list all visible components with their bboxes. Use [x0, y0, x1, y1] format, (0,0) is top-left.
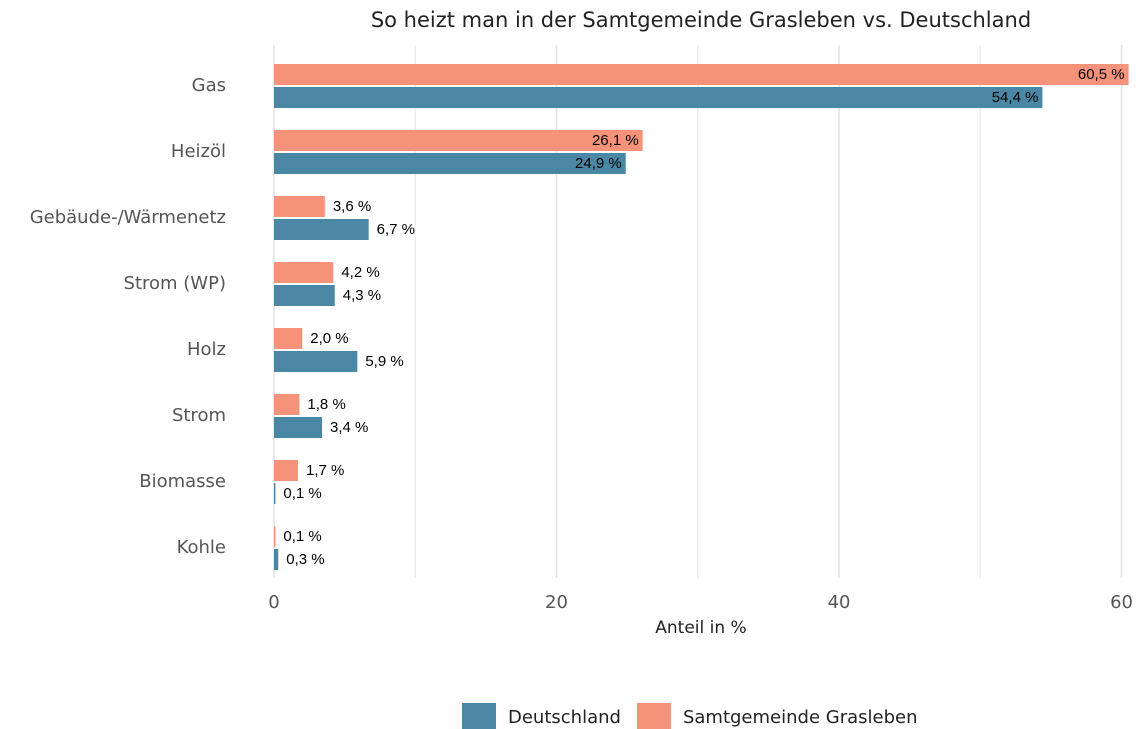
value-label: 26,1 % [592, 132, 639, 149]
value-label: 4,3 % [343, 287, 381, 304]
legend-swatch [636, 703, 671, 729]
value-label: 24,9 % [575, 155, 622, 172]
y-tick-label: Gebäude-/Wärmenetz [30, 207, 226, 228]
y-tick-label: Strom [172, 405, 226, 426]
bar [274, 394, 300, 415]
bar [274, 285, 335, 306]
value-label: 1,8 % [307, 396, 345, 413]
y-tick-label: Strom (WP) [124, 273, 226, 294]
bar [274, 328, 303, 349]
bar [274, 526, 276, 547]
x-tick-label: 60 [1110, 592, 1133, 613]
bar [274, 351, 358, 372]
value-label: 0,1 % [283, 528, 321, 545]
x-tick-label: 0 [268, 592, 279, 613]
legend-label: Samtgemeinde Grasleben [683, 707, 918, 728]
y-tick-label: Biomasse [139, 471, 226, 492]
x-tick-label: 40 [828, 592, 851, 613]
y-tick-label: Gas [192, 75, 226, 96]
y-tick-label: Heizöl [171, 141, 226, 162]
value-label: 5,9 % [365, 353, 403, 370]
bar [274, 64, 1129, 85]
value-label: 1,7 % [306, 462, 344, 479]
bar [274, 549, 279, 570]
value-label: 3,4 % [330, 419, 368, 436]
bar [274, 196, 325, 217]
bar [274, 87, 1043, 108]
chart-title: So heizt man in der Samtgemeinde Grasleb… [371, 8, 1031, 32]
bar [274, 262, 334, 283]
value-label: 4,2 % [341, 264, 379, 281]
value-label: 6,7 % [377, 221, 415, 238]
y-tick-label: Holz [187, 339, 226, 360]
bar [274, 153, 626, 174]
bar [274, 130, 643, 151]
value-label: 0,3 % [286, 551, 324, 568]
bar [274, 460, 299, 481]
bar [274, 219, 369, 240]
y-tick-label: Kohle [177, 537, 226, 558]
value-label: 54,4 % [992, 89, 1039, 106]
value-label: 2,0 % [310, 330, 348, 347]
legend-label: Deutschland [508, 707, 621, 728]
value-label: 60,5 % [1078, 66, 1125, 83]
x-tick-label: 20 [545, 592, 568, 613]
value-label: 0,1 % [283, 485, 321, 502]
legend-swatch [462, 703, 496, 729]
bar [274, 417, 323, 438]
value-label: 3,6 % [333, 198, 371, 215]
x-axis-label: Anteil in % [655, 618, 746, 638]
bar [274, 483, 276, 504]
